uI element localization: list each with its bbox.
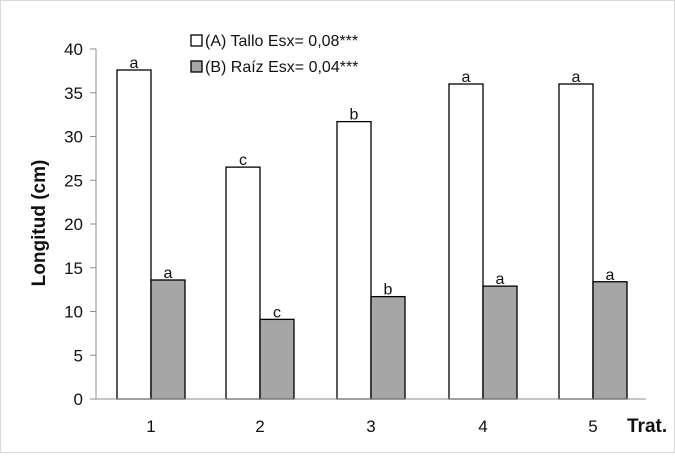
- data-label: a: [606, 267, 615, 284]
- y-axis-title: Longitud (cm): [29, 160, 50, 287]
- bars-layer: [116, 69, 628, 400]
- bar-raiz: [150, 279, 186, 400]
- x-tick-label: 5: [588, 417, 597, 436]
- data-label: c: [273, 304, 281, 321]
- data-label: b: [384, 282, 393, 299]
- y-tick-label: 25: [64, 171, 83, 190]
- bar-tallo: [116, 69, 152, 400]
- bar-raiz: [370, 295, 406, 400]
- data-label: a: [164, 265, 173, 282]
- y-tick-label: 0: [74, 390, 83, 409]
- y-tick-label: 20: [64, 215, 83, 234]
- bar-raiz: [259, 318, 295, 400]
- data-label: a: [462, 69, 471, 86]
- x-tick-label: 2: [255, 417, 264, 436]
- bar-raiz: [592, 281, 628, 400]
- x-tick-label: 3: [366, 417, 375, 436]
- x-tick-label: 1: [146, 417, 155, 436]
- x-tick-label: 4: [478, 417, 487, 436]
- legend: (A) Tallo Esx= 0,08*** (B) Raíz Esx= 0,04…: [190, 33, 358, 76]
- bar-tallo: [336, 120, 372, 400]
- y-tick-label: 15: [64, 259, 83, 278]
- y-tick-label: 5: [74, 346, 83, 365]
- axes-layer: [90, 48, 646, 400]
- data-label: c: [239, 152, 247, 169]
- legend-label: (B) Raíz Esx= 0,04***: [205, 59, 358, 76]
- bar-tallo: [448, 83, 484, 400]
- bar-tallo: [225, 166, 261, 400]
- y-tick-label: 30: [64, 128, 83, 147]
- data-label: b: [350, 107, 359, 124]
- y-tick-label: 35: [64, 84, 83, 103]
- data-label: a: [572, 69, 581, 86]
- bar-tallo: [558, 83, 594, 400]
- legend-swatch: [190, 60, 203, 73]
- y-tick-label: 40: [64, 40, 83, 59]
- legend-swatch: [190, 34, 203, 47]
- data-label: a: [496, 271, 505, 288]
- bar-raiz: [482, 285, 518, 400]
- y-tick-label: 10: [64, 303, 83, 322]
- data-label: a: [130, 55, 139, 72]
- labels-layer: 0 5 10 15 20 25 30 35 40 1 2 3 4 5 a c b a a a c b a a: [64, 40, 614, 436]
- x-axis-title: Trat.: [627, 416, 667, 437]
- legend-label: (A) Tallo Esx= 0,08***: [205, 33, 358, 50]
